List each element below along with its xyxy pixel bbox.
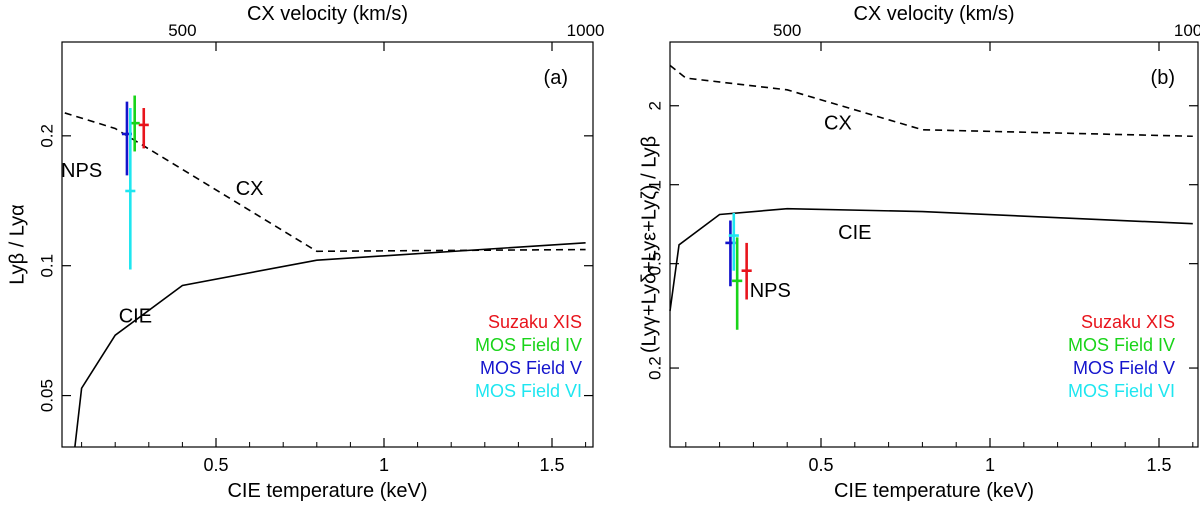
- panel-a-top-tick-label: 500: [168, 21, 196, 40]
- panel-a-xtick-label: 1: [379, 455, 389, 475]
- panel-b-ytick-label: 0.5: [645, 252, 664, 276]
- panel-a-legend-mos-field-vi: MOS Field VI: [475, 381, 582, 401]
- panel-b-annotation-cx: CX: [824, 113, 852, 135]
- panel-b-series-cie: [669, 207, 1193, 312]
- panel-b-xtick-label: 1: [985, 455, 995, 475]
- panel-a-series-cie: [74, 242, 586, 448]
- panel-a-annotation-cx: CX: [236, 178, 264, 200]
- panel-b-top-tick-label: 1000: [1174, 21, 1200, 40]
- panel-b-legend-mos-field-v: MOS Field V: [1073, 358, 1175, 378]
- panel-b-legend-mos-field-vi: MOS Field VI: [1068, 381, 1175, 401]
- panel-b-ytick-label: 1: [645, 180, 664, 189]
- panel-b-xlabel: CIE temperature (keV): [834, 480, 1034, 502]
- panel-b-xtick-label: 1.5: [1146, 455, 1171, 475]
- panel-a-legend-mos-field-iv: MOS Field IV: [475, 335, 582, 355]
- panel-b-xtick-label: 0.5: [808, 455, 833, 475]
- panel-a-top-xlabel: CX velocity (km/s): [247, 3, 408, 25]
- panel-b-ytick-label: 2: [645, 101, 664, 110]
- panel-b-annotation-cie: CIE: [838, 222, 871, 244]
- panel-a-legend-mos-field-v: MOS Field V: [480, 358, 582, 378]
- panel-b-label: (b): [1151, 67, 1175, 89]
- panel-a-legend-suzaku-xis: Suzaku XIS: [488, 312, 582, 332]
- panel-a-annotation-cie: CIE: [119, 305, 152, 327]
- panel-b-ylabel: (Lyγ+Lyδ+Lyε+Lyζ) / Lyβ: [638, 136, 660, 353]
- panel-a-xtick-label: 0.5: [203, 455, 228, 475]
- panel-b-top-xlabel: CX velocity (km/s): [853, 3, 1014, 25]
- panel-a-xtick-label: 1.5: [539, 455, 564, 475]
- panel-b-legend-suzaku-xis: Suzaku XIS: [1081, 312, 1175, 332]
- panel-b-top-tick-label: 500: [773, 21, 801, 40]
- panel-b-frame: [669, 41, 1199, 448]
- panel-a-series-cx: [64, 112, 586, 253]
- panel-b-annotation-nps: NPS: [750, 280, 791, 302]
- panel-b-series-cx: [669, 64, 1193, 138]
- panel-a-ytick-label: 0.05: [37, 379, 56, 412]
- panel-a-label: (a): [544, 67, 568, 89]
- panel-a-xlabel: CIE temperature (keV): [227, 480, 427, 502]
- panel-a-top-tick-label: 1000: [567, 21, 605, 40]
- panel-a-frame: [61, 41, 594, 448]
- panel-a-annotation-nps: NPS: [61, 160, 102, 182]
- panel-b-ytick-label: 0.2: [645, 356, 664, 380]
- panel-a-ylabel: Lyβ / Lyα: [6, 204, 28, 285]
- panel-b-legend-mos-field-iv: MOS Field IV: [1068, 335, 1175, 355]
- panel-a-ytick-label: 0.2: [37, 124, 56, 148]
- panel-a-ytick-label: 0.1: [37, 254, 56, 278]
